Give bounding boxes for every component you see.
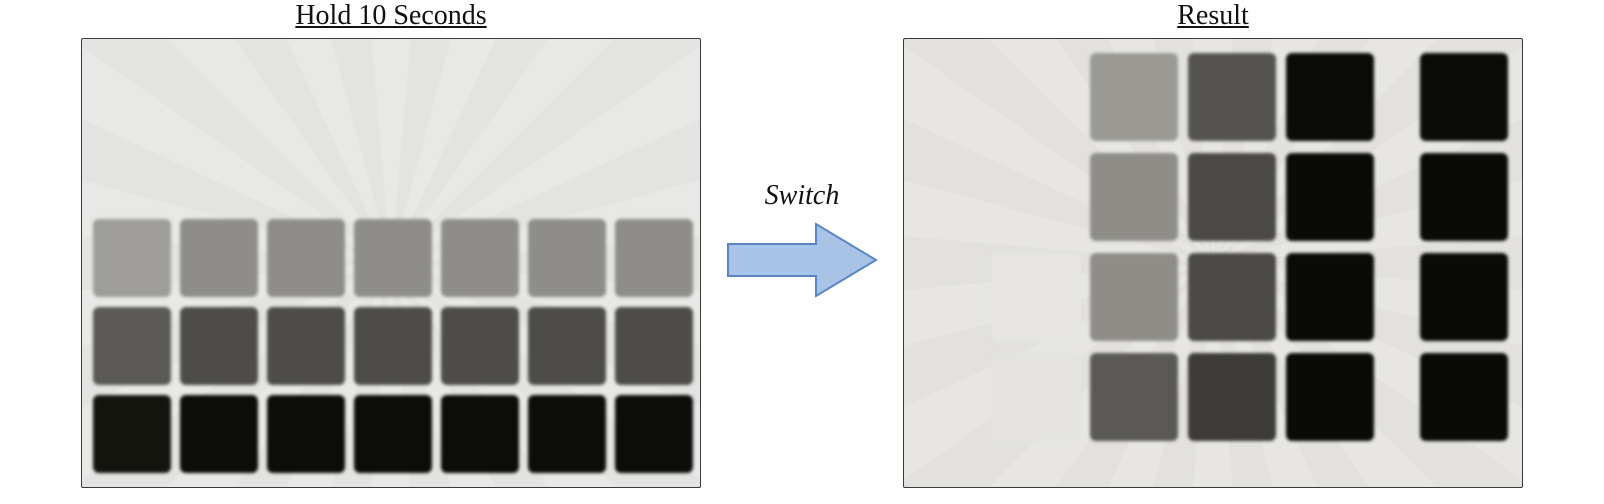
left-grid-cell [615,395,693,473]
left-grid-cell [180,219,258,297]
right-grid-cell [1188,53,1276,141]
right-grid-cell [1090,53,1178,141]
right-grid-cell [1286,253,1374,341]
right-grid-cell [992,253,1080,341]
right-grid-cell [1420,53,1508,141]
left-grid-cell [441,219,519,297]
left-panel [81,38,701,488]
left-grid-cell [528,307,606,385]
left-grid-cell [354,395,432,473]
right-grid-cell [1420,253,1508,341]
right-grid-cell [1188,353,1276,441]
left-grid-cell [615,219,693,297]
figure-root: Hold 10 Seconds Switch Result [0,0,1604,504]
left-grid-cell [441,307,519,385]
right-grid-cell [1286,153,1374,241]
left-grid-cell [354,307,432,385]
right-grid-cell [1188,253,1276,341]
left-grid-cell [354,219,432,297]
right-grid-cell [1286,53,1374,141]
left-grid-cell [93,307,171,385]
right-grid-cell [1090,253,1178,341]
left-grid [93,131,693,473]
left-grid-cell [267,219,345,297]
left-grid-cell [180,307,258,385]
right-grid-cell [1286,353,1374,441]
right-panel-title: Result [1177,0,1249,32]
switch-label: Switch [765,180,840,212]
right-grid-cell [992,353,1080,441]
switch-arrow-icon [724,218,880,302]
right-panel-wrap: Result [903,0,1523,488]
left-grid-cell [441,395,519,473]
right-grid-cell [1188,153,1276,241]
right-grid-cell [1090,353,1178,441]
right-grid-cell [1090,153,1178,241]
right-panel [903,38,1523,488]
left-panel-title: Hold 10 Seconds [295,0,486,32]
left-grid-cell [180,395,258,473]
center-column: Switch [717,180,887,302]
right-grid [992,53,1508,441]
left-grid-cell [93,219,171,297]
left-panel-wrap: Hold 10 Seconds [81,0,701,488]
right-grid-cell [1420,153,1508,241]
left-grid-cell [615,307,693,385]
left-grid-cell [528,219,606,297]
left-grid-cell [267,395,345,473]
left-grid-cell [528,395,606,473]
left-grid-cell [267,307,345,385]
right-grid-cell [1420,353,1508,441]
left-grid-cell [93,395,171,473]
